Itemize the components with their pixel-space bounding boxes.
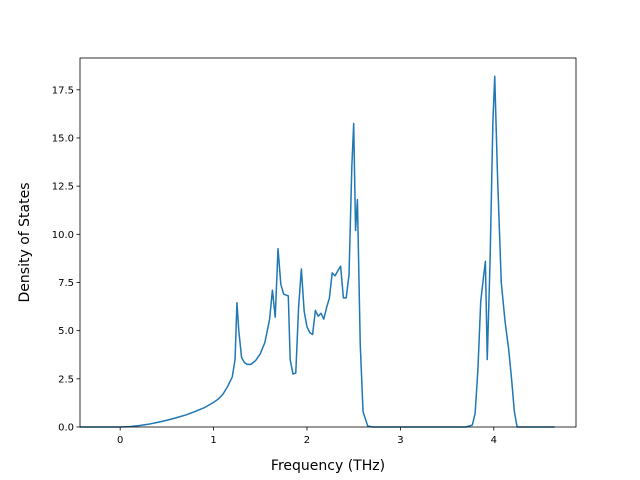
- x-tick-label: 1: [210, 435, 216, 446]
- dos-series-line: [80, 75, 555, 428]
- x-axis-ticks: 0 1 2 3 4: [117, 427, 497, 446]
- y-tick-label: 10.0: [52, 230, 74, 241]
- x-tick-label: 2: [304, 435, 310, 446]
- x-tick-label: 4: [491, 435, 497, 446]
- y-axis-label: Density of States: [17, 183, 33, 303]
- y-tick-label: 5.0: [58, 326, 74, 337]
- x-axis-label: Frequency (THz): [271, 458, 385, 474]
- y-tick-label: 15.0: [52, 133, 74, 144]
- x-tick-label: 3: [397, 435, 403, 446]
- plot-frame: [79, 57, 577, 428]
- y-tick-label: 0.0: [58, 423, 74, 434]
- y-tick-label: 7.5: [58, 278, 74, 289]
- y-tick-label: 17.5: [52, 85, 74, 96]
- plot-area: [80, 58, 576, 427]
- y-tick-label: 2.5: [58, 374, 74, 385]
- y-axis-ticks: 0.0 2.5 5.0 7.5 10.0 12.5 15.0 17.5: [52, 85, 80, 434]
- y-tick-label: 12.5: [52, 182, 74, 193]
- x-tick-label: 0: [117, 435, 123, 446]
